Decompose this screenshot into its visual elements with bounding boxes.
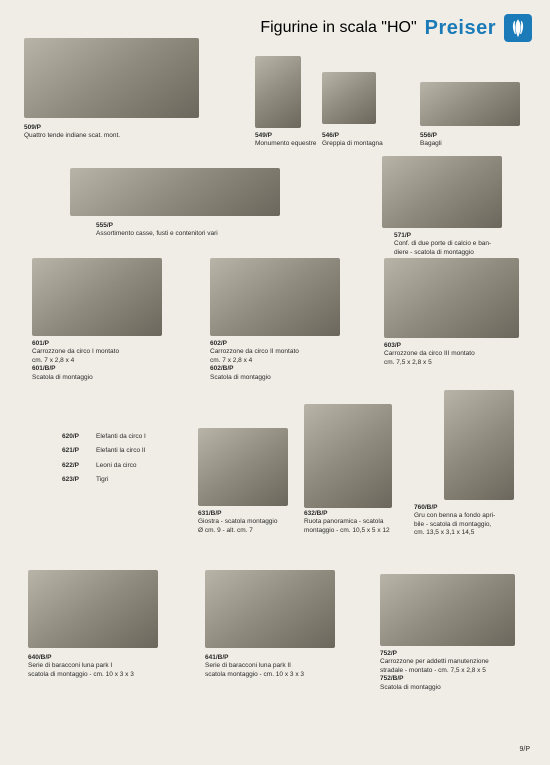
header-subtitle: Figurine in scala "HO" bbox=[260, 19, 416, 37]
product-image bbox=[382, 156, 502, 228]
product-code: 752/P bbox=[380, 650, 489, 658]
product-image bbox=[322, 72, 376, 124]
product-desc: Serie di baracconi luna park II scatola … bbox=[205, 662, 304, 677]
product-caption: 632/B/PRuota panoramica - scatola montag… bbox=[304, 510, 390, 535]
product-caption: 555/PAssortimento casse, fusti e conteni… bbox=[96, 222, 218, 239]
product-code: 632/B/P bbox=[304, 510, 390, 518]
list-item-code: 623/P bbox=[62, 473, 96, 487]
product-image bbox=[444, 390, 514, 500]
product-image bbox=[420, 82, 520, 126]
product-code: 555/P bbox=[96, 222, 218, 230]
list-item-code: 621/P bbox=[62, 444, 96, 458]
list-item-desc: Elefanti da circo I bbox=[96, 433, 146, 440]
list-item-code: 622/P bbox=[62, 459, 96, 473]
list-item-code: 620/P bbox=[62, 430, 96, 444]
product-caption: 752/PCarrozzone per addetti manutenzione… bbox=[380, 650, 489, 692]
product-desc: Greppia di montagna bbox=[322, 140, 383, 147]
product-caption: 641/B/PSerie di baracconi luna park II s… bbox=[205, 654, 304, 679]
product-code: 571/P bbox=[394, 232, 491, 240]
product-desc-alt: Scatola di montaggio bbox=[380, 684, 441, 691]
product-desc: Monumento equestre bbox=[255, 140, 316, 147]
product-image bbox=[380, 574, 515, 646]
product-caption: 602/PCarrozzone da circo II montato cm. … bbox=[210, 340, 299, 382]
product-caption: 640/B/PSerie di baracconi luna park I sc… bbox=[28, 654, 134, 679]
product-desc: Carrozzone per addetti manutenzione stra… bbox=[380, 658, 489, 673]
product-image bbox=[32, 258, 162, 336]
product-desc: Carrozzone da circo I montato cm. 7 x 2,… bbox=[32, 348, 119, 363]
product-caption: 546/PGreppia di montagna bbox=[322, 132, 383, 149]
list-item: 621/PElefanti la circo II bbox=[62, 444, 146, 458]
product-code: 509/P bbox=[24, 124, 120, 132]
product-code-list: 620/PElefanti da circo I621/PElefanti la… bbox=[62, 430, 146, 487]
product-code: 603/P bbox=[384, 342, 475, 350]
product-desc: Quattro tende indiane scat. mont. bbox=[24, 132, 120, 139]
page-number: 9/P bbox=[519, 746, 530, 753]
product-desc: Giostra - scatola montaggio Ø cm. 9 - al… bbox=[198, 518, 277, 533]
product-image bbox=[198, 428, 288, 506]
product-caption: 549/PMonumento equestre bbox=[255, 132, 316, 149]
list-item-desc: Elefanti la circo II bbox=[96, 447, 146, 454]
product-code-alt: 752/B/P bbox=[380, 675, 489, 683]
product-code: 602/P bbox=[210, 340, 299, 348]
product-caption: 509/PQuattro tende indiane scat. mont. bbox=[24, 124, 120, 141]
product-code: 549/P bbox=[255, 132, 316, 140]
product-desc: Bagagli bbox=[420, 140, 442, 147]
product-code: 546/P bbox=[322, 132, 383, 140]
product-image bbox=[28, 570, 158, 648]
product-image bbox=[384, 258, 519, 338]
list-item-desc: Tigri bbox=[96, 476, 108, 483]
page-header: Figurine in scala "HO" Preiser bbox=[260, 14, 532, 42]
list-item: 623/PTigri bbox=[62, 473, 146, 487]
product-caption: 601/PCarrozzone da circo I montato cm. 7… bbox=[32, 340, 119, 382]
product-code: 601/P bbox=[32, 340, 119, 348]
product-code: 631/B/P bbox=[198, 510, 277, 518]
product-caption: 631/B/PGiostra - scatola montaggio Ø cm.… bbox=[198, 510, 277, 535]
product-desc: Carrozzone da circo II montato cm. 7 x 2… bbox=[210, 348, 299, 363]
product-image bbox=[304, 404, 392, 508]
product-desc: Gru con benna a fondo apri- bile - scato… bbox=[414, 512, 495, 536]
product-image bbox=[70, 168, 280, 216]
product-desc: Conf. di due porte di calcio e ban- dier… bbox=[394, 240, 491, 255]
product-image bbox=[255, 56, 301, 128]
product-code: 641/B/P bbox=[205, 654, 304, 662]
product-code: 640/B/P bbox=[28, 654, 134, 662]
product-desc-alt: Scatola di montaggio bbox=[32, 374, 93, 381]
product-code-alt: 602/B/P bbox=[210, 365, 299, 373]
product-desc: Assortimento casse, fusti e contenitori … bbox=[96, 230, 218, 237]
product-code: 556/P bbox=[420, 132, 442, 140]
product-image bbox=[210, 258, 340, 336]
list-item: 622/PLeoni da circo bbox=[62, 459, 146, 473]
brand-name: Preiser bbox=[425, 17, 496, 40]
product-desc: Carrozzone da circo III montato cm. 7,5 … bbox=[384, 350, 475, 365]
product-desc-alt: Scatola di montaggio bbox=[210, 374, 271, 381]
list-item: 620/PElefanti da circo I bbox=[62, 430, 146, 444]
product-caption: 556/PBagagli bbox=[420, 132, 442, 149]
product-code-alt: 601/B/P bbox=[32, 365, 119, 373]
product-caption: 760/B/PGru con benna a fondo apri- bile … bbox=[414, 504, 495, 538]
list-item-desc: Leoni da circo bbox=[96, 462, 136, 469]
product-desc: Serie di baracconi luna park I scatola d… bbox=[28, 662, 134, 677]
product-caption: 603/PCarrozzone da circo III montato cm.… bbox=[384, 342, 475, 367]
product-code: 760/B/P bbox=[414, 504, 495, 512]
brand-logo-icon bbox=[504, 14, 532, 42]
product-desc: Ruota panoramica - scatola montaggio - c… bbox=[304, 518, 390, 533]
product-caption: 571/PConf. di due porte di calcio e ban-… bbox=[394, 232, 491, 257]
product-image bbox=[24, 38, 199, 118]
product-image bbox=[205, 570, 335, 648]
